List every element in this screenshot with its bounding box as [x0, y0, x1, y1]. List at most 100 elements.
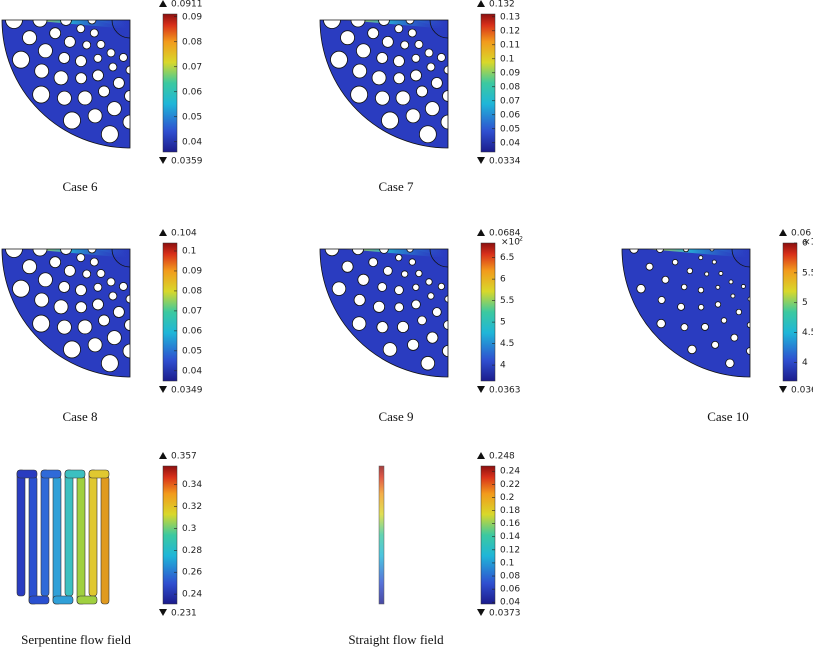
hole [5, 20, 23, 29]
hole [119, 282, 128, 291]
hole [367, 27, 380, 40]
colorbar [162, 242, 178, 382]
colorbar [480, 465, 496, 605]
hole [395, 254, 403, 262]
hole [32, 85, 51, 104]
hole [38, 272, 53, 288]
tick-label: 0.08 [500, 82, 520, 92]
min-label: 0.0363 [489, 386, 521, 396]
hole [93, 53, 103, 63]
hole [672, 259, 679, 266]
hole [636, 284, 646, 294]
field-ray [46, 249, 130, 255]
hole [426, 62, 436, 72]
corner [429, 249, 448, 268]
hole [77, 319, 93, 335]
tick-label: 0.12 [500, 26, 520, 36]
tick-label: 0.09 [500, 68, 520, 78]
hole [728, 279, 734, 285]
field-ray [6, 249, 130, 258]
hole [350, 20, 366, 28]
bend [76, 595, 98, 605]
hole [417, 315, 427, 326]
hole [383, 266, 393, 276]
max-arrow [159, 0, 167, 7]
tick-label: 6.5 [500, 253, 514, 263]
hole [405, 108, 421, 124]
hole [442, 90, 448, 102]
tick-label: 0.3 [182, 524, 196, 534]
min-label: 0.231 [171, 609, 197, 619]
tick-label: 0.08 [500, 572, 520, 582]
channel [52, 475, 62, 605]
hole [408, 258, 416, 266]
hole [34, 63, 50, 79]
caption: Case 6 [62, 179, 98, 194]
hole [323, 20, 341, 29]
hole [119, 53, 128, 62]
tick-label: 0.14 [500, 532, 520, 542]
tick-label: 0.07 [182, 62, 202, 72]
tick-label: 0.16 [500, 519, 520, 529]
tick-label: 0.09 [182, 266, 202, 276]
outline [1, 19, 131, 149]
tick-label: 0.06 [500, 585, 520, 595]
field-ray [405, 20, 448, 23]
field [621, 248, 751, 378]
tick-label: 0.08 [182, 286, 202, 296]
hole [687, 344, 697, 355]
hole [394, 24, 404, 34]
hole [411, 53, 421, 63]
hole [418, 125, 437, 144]
hole [93, 282, 103, 292]
hole [112, 306, 125, 318]
max-arrow [779, 229, 787, 236]
tick-label: 0.05 [182, 112, 202, 122]
tick-label: 0.1 [182, 246, 196, 256]
field-ray [320, 249, 448, 258]
field-fill [2, 20, 130, 148]
hole [351, 316, 367, 331]
field-ray [686, 249, 750, 253]
hole [75, 301, 88, 314]
channel [88, 469, 98, 597]
hole [87, 20, 97, 25]
hole [98, 314, 110, 327]
hole [661, 275, 670, 284]
max-label: 0.0684 [489, 229, 521, 239]
field-ray [626, 249, 750, 258]
hole [371, 70, 387, 86]
hole [425, 278, 433, 286]
hole [376, 52, 389, 64]
hole [75, 72, 88, 85]
hole [415, 269, 423, 278]
field-ray [2, 249, 130, 258]
hole [376, 321, 389, 334]
hole [89, 28, 99, 38]
caption: Case 8 [62, 409, 97, 424]
hole [340, 30, 355, 46]
max-label: 0.357 [171, 452, 197, 462]
hole [443, 320, 448, 330]
tick-label: 0.08 [182, 37, 202, 47]
hole [437, 282, 446, 291]
tick-label: 0.07 [182, 306, 202, 316]
tick-label: 0.2 [500, 493, 514, 503]
hole [440, 114, 448, 130]
hole [63, 340, 81, 359]
hole [87, 337, 103, 353]
field-fill [320, 249, 448, 377]
hole [682, 249, 690, 253]
bend [64, 469, 86, 479]
field-ray [622, 249, 750, 258]
field [319, 248, 449, 378]
caption: Case 10 [707, 409, 749, 424]
hole [735, 308, 743, 316]
max-label: 0.248 [489, 452, 515, 462]
tick-label: 0.26 [182, 568, 202, 578]
colorbar [782, 242, 798, 382]
hole [645, 262, 654, 271]
min-arrow [477, 609, 485, 616]
hole [112, 77, 125, 89]
outline [621, 248, 751, 378]
